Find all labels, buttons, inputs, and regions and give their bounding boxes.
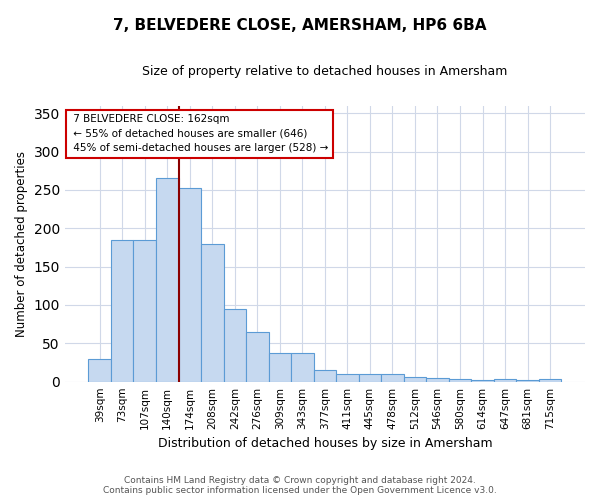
Bar [269,352,291,382]
Bar [404,377,426,382]
Bar [517,380,539,382]
Bar [201,244,224,382]
Text: 7, BELVEDERE CLOSE, AMERSHAM, HP6 6BA: 7, BELVEDERE CLOSE, AMERSHAM, HP6 6BA [113,18,487,32]
Bar [449,380,471,382]
Bar [494,380,517,382]
Bar [471,380,494,382]
Bar [179,188,201,382]
Bar [246,332,269,382]
Bar [336,374,359,382]
Bar [381,374,404,382]
Bar [539,380,562,382]
Bar [291,352,314,382]
Bar [426,378,449,382]
Text: 7 BELVEDERE CLOSE: 162sqm
 ← 55% of detached houses are smaller (646)
 45% of se: 7 BELVEDERE CLOSE: 162sqm ← 55% of detac… [70,114,328,154]
Y-axis label: Number of detached properties: Number of detached properties [15,150,28,336]
Bar [133,240,156,382]
X-axis label: Distribution of detached houses by size in Amersham: Distribution of detached houses by size … [158,437,492,450]
Bar [156,178,179,382]
Bar [88,358,111,382]
Bar [359,374,381,382]
Text: Contains HM Land Registry data © Crown copyright and database right 2024.
Contai: Contains HM Land Registry data © Crown c… [103,476,497,495]
Bar [224,309,246,382]
Title: Size of property relative to detached houses in Amersham: Size of property relative to detached ho… [142,65,508,78]
Bar [111,240,133,382]
Bar [314,370,336,382]
